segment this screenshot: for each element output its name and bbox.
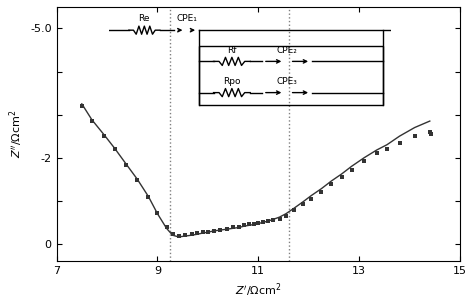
Point — [169, 232, 176, 237]
Point — [383, 147, 391, 151]
Point — [299, 202, 307, 207]
Point — [154, 210, 161, 215]
Point — [255, 221, 262, 226]
Point — [182, 233, 189, 238]
Point — [308, 196, 315, 201]
Point — [318, 190, 325, 195]
Point — [276, 216, 283, 221]
Point — [260, 220, 267, 225]
Point — [270, 218, 277, 222]
Point — [217, 228, 224, 233]
Point — [163, 225, 170, 230]
Point — [411, 134, 419, 139]
Point — [283, 213, 290, 218]
Point — [210, 229, 218, 233]
Point — [338, 175, 346, 180]
Point — [427, 132, 435, 136]
Point — [360, 159, 368, 164]
Point — [100, 134, 108, 139]
Point — [290, 208, 297, 213]
Point — [111, 147, 118, 151]
Point — [246, 222, 253, 227]
Point — [145, 195, 152, 200]
Point — [396, 140, 403, 145]
Point — [264, 219, 272, 224]
Point — [236, 224, 243, 229]
Point — [223, 226, 231, 231]
Point — [373, 151, 381, 156]
Point — [199, 230, 207, 235]
Point — [88, 119, 96, 124]
Point — [426, 129, 434, 134]
Point — [348, 167, 356, 172]
Point — [250, 221, 258, 226]
Point — [78, 103, 86, 108]
X-axis label: $Z'/\Omega\mathrm{cm}^2$: $Z'/\Omega\mathrm{cm}^2$ — [235, 282, 282, 299]
Point — [193, 231, 201, 236]
Point — [175, 233, 182, 238]
Point — [240, 223, 248, 228]
Y-axis label: $Z''/\Omega\mathrm{cm}^2$: $Z''/\Omega\mathrm{cm}^2$ — [7, 110, 25, 158]
Point — [328, 182, 335, 187]
Point — [204, 229, 212, 234]
Point — [122, 163, 130, 168]
Point — [188, 232, 196, 237]
Point — [229, 225, 237, 230]
Point — [134, 177, 141, 182]
